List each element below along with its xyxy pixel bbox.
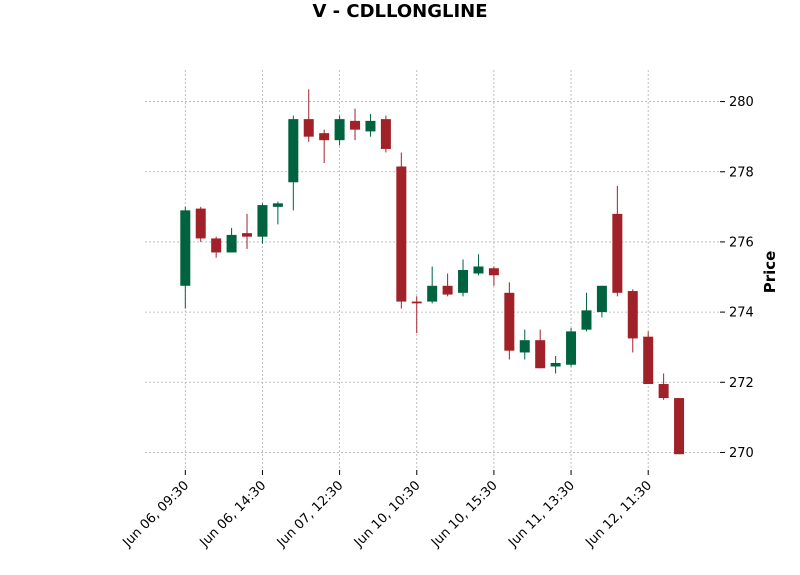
candle-body-down xyxy=(488,268,499,276)
y-tick-label: 280 xyxy=(729,95,754,110)
candle xyxy=(411,296,422,334)
candle-body-up xyxy=(473,266,484,274)
x-axis: Jun 06, 09:30 Jun 06, 14:30 Jun 07, 12:30 J… xyxy=(119,470,655,551)
candle xyxy=(272,201,283,225)
candle-layer xyxy=(180,89,685,455)
candle xyxy=(612,185,623,297)
candle-body-down xyxy=(211,238,222,253)
candle-body-down xyxy=(674,398,685,455)
candle-body-down xyxy=(658,384,669,399)
candle-body-down xyxy=(535,340,546,369)
candle xyxy=(226,227,237,253)
candle xyxy=(211,236,222,258)
candle-body-down xyxy=(319,133,330,141)
candle-body-up xyxy=(226,234,237,253)
candle-body-up xyxy=(288,119,299,183)
candle xyxy=(257,203,268,244)
candle xyxy=(658,373,669,400)
candle-body-up xyxy=(257,205,268,237)
candle-body-up xyxy=(272,203,283,207)
candle xyxy=(458,259,469,297)
candle-body-up xyxy=(365,120,376,132)
candle-body-down xyxy=(643,336,654,385)
chart-title: V - CDLLONGLINE xyxy=(312,1,487,22)
candle xyxy=(627,289,638,353)
candle-body-up xyxy=(550,362,561,367)
candle xyxy=(180,206,191,309)
candle xyxy=(380,115,391,153)
y-tick-label: 270 xyxy=(729,446,754,461)
x-tick-label: Jun 10, 10:30 xyxy=(351,478,424,551)
candle xyxy=(350,108,361,141)
candle xyxy=(427,266,438,304)
candle-body-up xyxy=(566,331,577,365)
candle-body-down xyxy=(442,285,453,295)
candle-body-down xyxy=(627,291,638,339)
candle-body-up xyxy=(596,285,607,313)
candle-body-down xyxy=(396,166,407,302)
candle-body-up xyxy=(334,119,345,141)
x-tick-label: Jun 10, 15:30 xyxy=(428,478,501,551)
candle xyxy=(535,329,546,369)
y-tick-label: 274 xyxy=(729,306,754,321)
candle-body-up xyxy=(458,270,469,293)
x-tick-label: Jun 06, 09:30 xyxy=(119,478,192,551)
candle xyxy=(674,398,685,455)
candle xyxy=(319,129,330,163)
candle xyxy=(504,282,515,360)
x-tick-label: Jun 06, 14:30 xyxy=(197,478,270,551)
candle xyxy=(473,254,484,276)
candle xyxy=(550,355,561,374)
candle xyxy=(288,115,299,211)
y-tick-label: 278 xyxy=(729,165,754,180)
candle xyxy=(242,213,253,249)
candle xyxy=(581,292,592,332)
candle xyxy=(643,331,654,385)
candle-body-down xyxy=(242,233,253,237)
candle-body-down xyxy=(504,292,515,351)
candle-body-up xyxy=(180,210,191,286)
candle xyxy=(596,285,607,318)
candle xyxy=(195,206,206,242)
y-tick-label: 276 xyxy=(729,235,754,250)
candle-body-up xyxy=(581,310,592,330)
x-tick-label: Jun 07, 12:30 xyxy=(274,478,347,551)
candle-body-down xyxy=(380,119,391,149)
candle xyxy=(303,89,314,142)
y-axis-label: Price xyxy=(761,251,779,294)
candle-body-down xyxy=(411,301,422,304)
candle-body-down xyxy=(350,120,361,130)
candle xyxy=(396,152,407,309)
grid-layer xyxy=(145,70,720,470)
candle-body-down xyxy=(303,119,314,137)
candle xyxy=(334,115,345,146)
candle-body-up xyxy=(427,285,438,302)
candle-body-up xyxy=(519,340,530,353)
y-tick-label: 272 xyxy=(729,376,754,391)
candle xyxy=(442,273,453,297)
candle-body-down xyxy=(195,208,206,239)
candle xyxy=(566,327,577,367)
y-axis: 270 272 274 276 278 280 xyxy=(720,95,754,461)
x-tick-label: Jun 12, 11:30 xyxy=(582,478,655,551)
candle-body-down xyxy=(612,213,623,293)
candle xyxy=(365,113,376,137)
x-tick-label: Jun 11, 13:30 xyxy=(505,478,578,551)
candle xyxy=(519,329,530,360)
candle xyxy=(488,266,499,286)
